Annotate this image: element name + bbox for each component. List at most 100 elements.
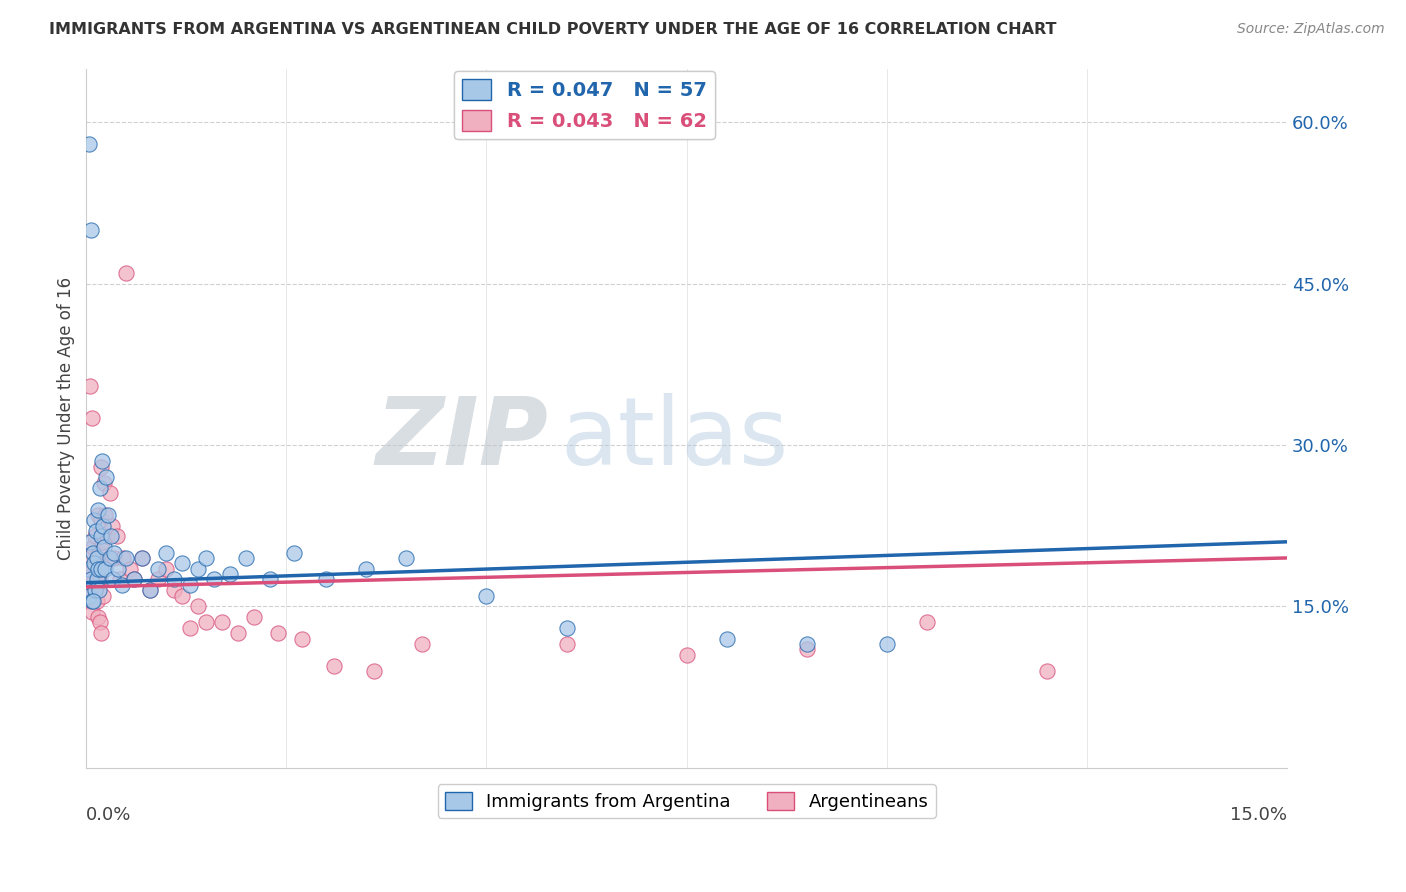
Point [1035, 664, 1057, 678]
Point [90, 459, 112, 474]
Point [235, 551, 257, 566]
Point [172, 557, 194, 571]
Point [79, 551, 101, 566]
Point [77, 562, 100, 576]
Point [91, 518, 114, 533]
Point [87, 583, 110, 598]
Point [148, 562, 170, 576]
Point [179, 578, 201, 592]
Point [103, 545, 125, 559]
Point [97, 551, 120, 566]
Point [79, 594, 101, 608]
Point [83, 513, 105, 527]
Point [267, 626, 290, 640]
Point [86, 573, 108, 587]
Point [115, 266, 138, 280]
Point [98, 551, 121, 566]
Point [90, 626, 112, 640]
Point [89, 615, 111, 630]
Point [411, 637, 433, 651]
Point [131, 551, 153, 566]
Point [93, 562, 115, 576]
Point [80, 573, 103, 587]
Point [79, 534, 101, 549]
Point [86, 551, 108, 566]
Point [259, 573, 281, 587]
Point [90, 562, 112, 576]
Point [96, 529, 118, 543]
Point [291, 632, 314, 646]
Point [86, 594, 108, 608]
Point [82, 562, 104, 576]
Point [82, 594, 104, 608]
Point [155, 545, 177, 559]
Point [131, 551, 153, 566]
Point [80, 594, 103, 608]
Point [155, 562, 177, 576]
Point [91, 534, 114, 549]
Text: atlas: atlas [561, 393, 789, 485]
Point [243, 610, 266, 624]
Point [79, 589, 101, 603]
Point [112, 551, 135, 566]
Point [172, 589, 194, 603]
Point [876, 637, 898, 651]
Legend: R = 0.047   N = 57, R = 0.043   N = 62: R = 0.047 N = 57, R = 0.043 N = 62 [454, 71, 714, 139]
Point [323, 658, 346, 673]
Point [796, 637, 818, 651]
Point [87, 610, 110, 624]
Point [80, 605, 103, 619]
Point [77, 573, 100, 587]
Point [89, 481, 111, 495]
Point [93, 540, 115, 554]
Point [91, 589, 114, 603]
Point [219, 567, 242, 582]
Point [80, 583, 103, 598]
Point [187, 562, 209, 576]
Point [80, 411, 103, 425]
Point [84, 529, 107, 543]
Point [86, 551, 108, 566]
Y-axis label: Child Poverty Under the Age of 16: Child Poverty Under the Age of 16 [58, 277, 75, 559]
Point [87, 508, 110, 522]
Point [93, 475, 115, 490]
Text: ZIP: ZIP [375, 393, 548, 485]
Point [84, 562, 107, 576]
Point [100, 529, 122, 543]
Point [98, 486, 121, 500]
Point [124, 573, 146, 587]
Point [97, 508, 120, 522]
Point [148, 573, 170, 587]
Point [555, 637, 578, 651]
Point [87, 502, 110, 516]
Point [105, 529, 128, 543]
Point [83, 557, 105, 571]
Point [111, 578, 134, 592]
Point [89, 573, 111, 587]
Point [108, 573, 131, 587]
Point [115, 551, 138, 566]
Point [195, 615, 218, 630]
Point [82, 545, 104, 559]
Point [139, 583, 162, 598]
Point [101, 573, 124, 587]
Point [195, 551, 218, 566]
Point [163, 573, 186, 587]
Point [103, 551, 125, 566]
Point [187, 599, 209, 614]
Point [202, 573, 225, 587]
Point [796, 642, 818, 657]
Point [716, 632, 738, 646]
Point [124, 573, 146, 587]
Point [101, 518, 124, 533]
Point [163, 583, 186, 598]
Point [84, 583, 107, 598]
Point [228, 626, 250, 640]
Point [90, 529, 112, 543]
Point [120, 562, 142, 576]
Text: 15.0%: 15.0% [1230, 806, 1286, 824]
Point [211, 615, 233, 630]
Point [79, 136, 101, 151]
Point [86, 578, 108, 592]
Point [179, 621, 201, 635]
